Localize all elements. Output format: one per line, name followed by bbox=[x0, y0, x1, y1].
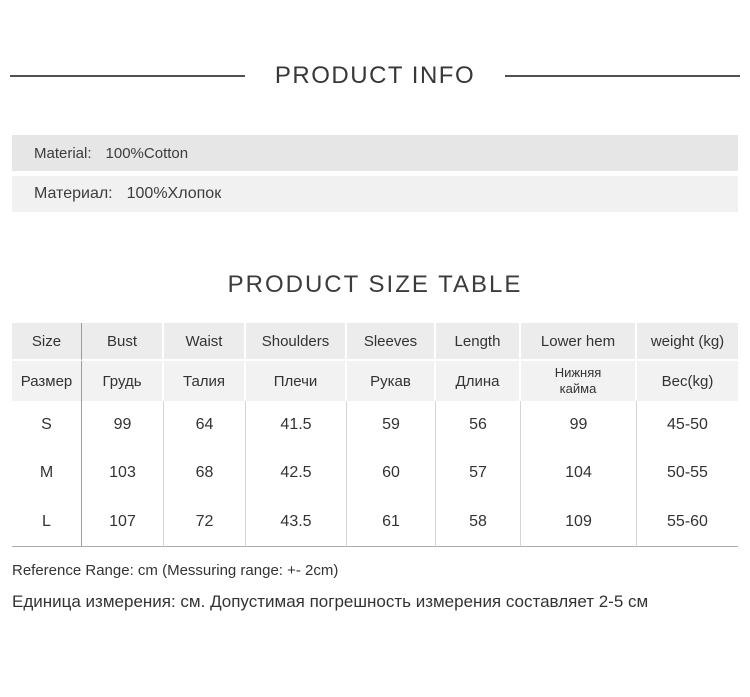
cell-lower-hem: 99 bbox=[521, 401, 637, 449]
material-label-en: Material: bbox=[34, 144, 92, 162]
material-row-ru: Материал: 100%Хлопок bbox=[12, 176, 738, 212]
cell-length: 56 bbox=[436, 401, 521, 449]
col-header-lower-hem-ru: Нижняя кайма bbox=[521, 361, 637, 401]
material-label-ru: Материал: bbox=[34, 185, 113, 202]
cell-size: L bbox=[12, 497, 82, 547]
material-value-en: 100%Cotton bbox=[105, 144, 189, 162]
col-header-bust: Bust bbox=[82, 323, 164, 361]
col-header-waist-ru: Талия bbox=[164, 361, 246, 401]
cell-sleeves: 61 bbox=[347, 497, 436, 547]
col-header-weight-ru: Вес(kg) bbox=[637, 361, 738, 401]
cell-weight: 55-60 bbox=[637, 497, 738, 547]
cell-lower-hem: 109 bbox=[521, 497, 637, 547]
cell-length: 58 bbox=[436, 497, 521, 547]
material-value-ru: 100%Хлопок bbox=[126, 185, 222, 202]
table-row-m: M 103 68 42.5 60 57 104 50-55 bbox=[12, 449, 738, 497]
cell-weight: 45-50 bbox=[637, 401, 738, 449]
cell-waist: 68 bbox=[164, 449, 246, 497]
col-header-bust-ru: Грудь bbox=[82, 361, 164, 401]
divider-right bbox=[505, 75, 741, 77]
col-header-size-ru: Размер bbox=[12, 361, 82, 401]
col-header-shoulders: Shoulders bbox=[246, 323, 347, 361]
cell-length: 57 bbox=[436, 449, 521, 497]
col-header-sleeves-ru: Рукав bbox=[347, 361, 436, 401]
col-header-sleeves: Sleeves bbox=[347, 323, 436, 361]
header-row-en: Size Bust Waist Shoulders Sleeves Length… bbox=[12, 323, 738, 361]
materials-section: Material: 100%Cotton Материал: 100%Хлопо… bbox=[12, 135, 738, 212]
cell-sleeves: 60 bbox=[347, 449, 436, 497]
note-en: Reference Range: cm (Messuring range: +-… bbox=[12, 562, 339, 579]
cell-shoulders: 42.5 bbox=[246, 449, 347, 497]
cell-lower-hem: 104 bbox=[521, 449, 637, 497]
header-row-ru: Размер Грудь Талия Плечи Рукав Длина Ниж… bbox=[12, 361, 738, 401]
col-header-shoulders-ru: Плечи bbox=[246, 361, 347, 401]
col-header-length-ru: Длина bbox=[436, 361, 521, 401]
lower-hem-ru-label: Нижняя кайма bbox=[554, 365, 602, 396]
cell-size: S bbox=[12, 401, 82, 449]
table-row-s: S 99 64 41.5 59 56 99 45-50 bbox=[12, 401, 738, 449]
size-table-title: PRODUCT SIZE TABLE bbox=[227, 271, 523, 298]
measurement-notes: Reference Range: cm (Messuring range: +-… bbox=[12, 562, 738, 612]
cell-waist: 64 bbox=[164, 401, 246, 449]
divider-left bbox=[10, 75, 245, 77]
col-header-length: Length bbox=[436, 323, 521, 361]
cell-shoulders: 43.5 bbox=[246, 497, 347, 547]
cell-size: M bbox=[12, 449, 82, 497]
page-title: PRODUCT INFO bbox=[274, 62, 476, 89]
cell-weight: 50-55 bbox=[637, 449, 738, 497]
col-header-size: Size bbox=[12, 323, 82, 361]
col-header-lower-hem: Lower hem bbox=[521, 323, 637, 361]
col-header-waist: Waist bbox=[164, 323, 246, 361]
cell-shoulders: 41.5 bbox=[246, 401, 347, 449]
table-row-l: L 107 72 43.5 61 58 109 55-60 bbox=[12, 497, 738, 547]
cell-bust: 107 bbox=[82, 497, 164, 547]
cell-bust: 103 bbox=[82, 449, 164, 497]
material-row-en: Material: 100%Cotton bbox=[12, 135, 738, 171]
product-info-header: PRODUCT INFO bbox=[10, 62, 741, 90]
cell-bust: 99 bbox=[82, 401, 164, 449]
size-table: Size Bust Waist Shoulders Sleeves Length… bbox=[12, 323, 738, 547]
cell-sleeves: 59 bbox=[347, 401, 436, 449]
note-ru: Единица измерения: см. Допустимая погреш… bbox=[12, 592, 649, 611]
cell-waist: 72 bbox=[164, 497, 246, 547]
col-header-weight: weight (kg) bbox=[637, 323, 738, 361]
